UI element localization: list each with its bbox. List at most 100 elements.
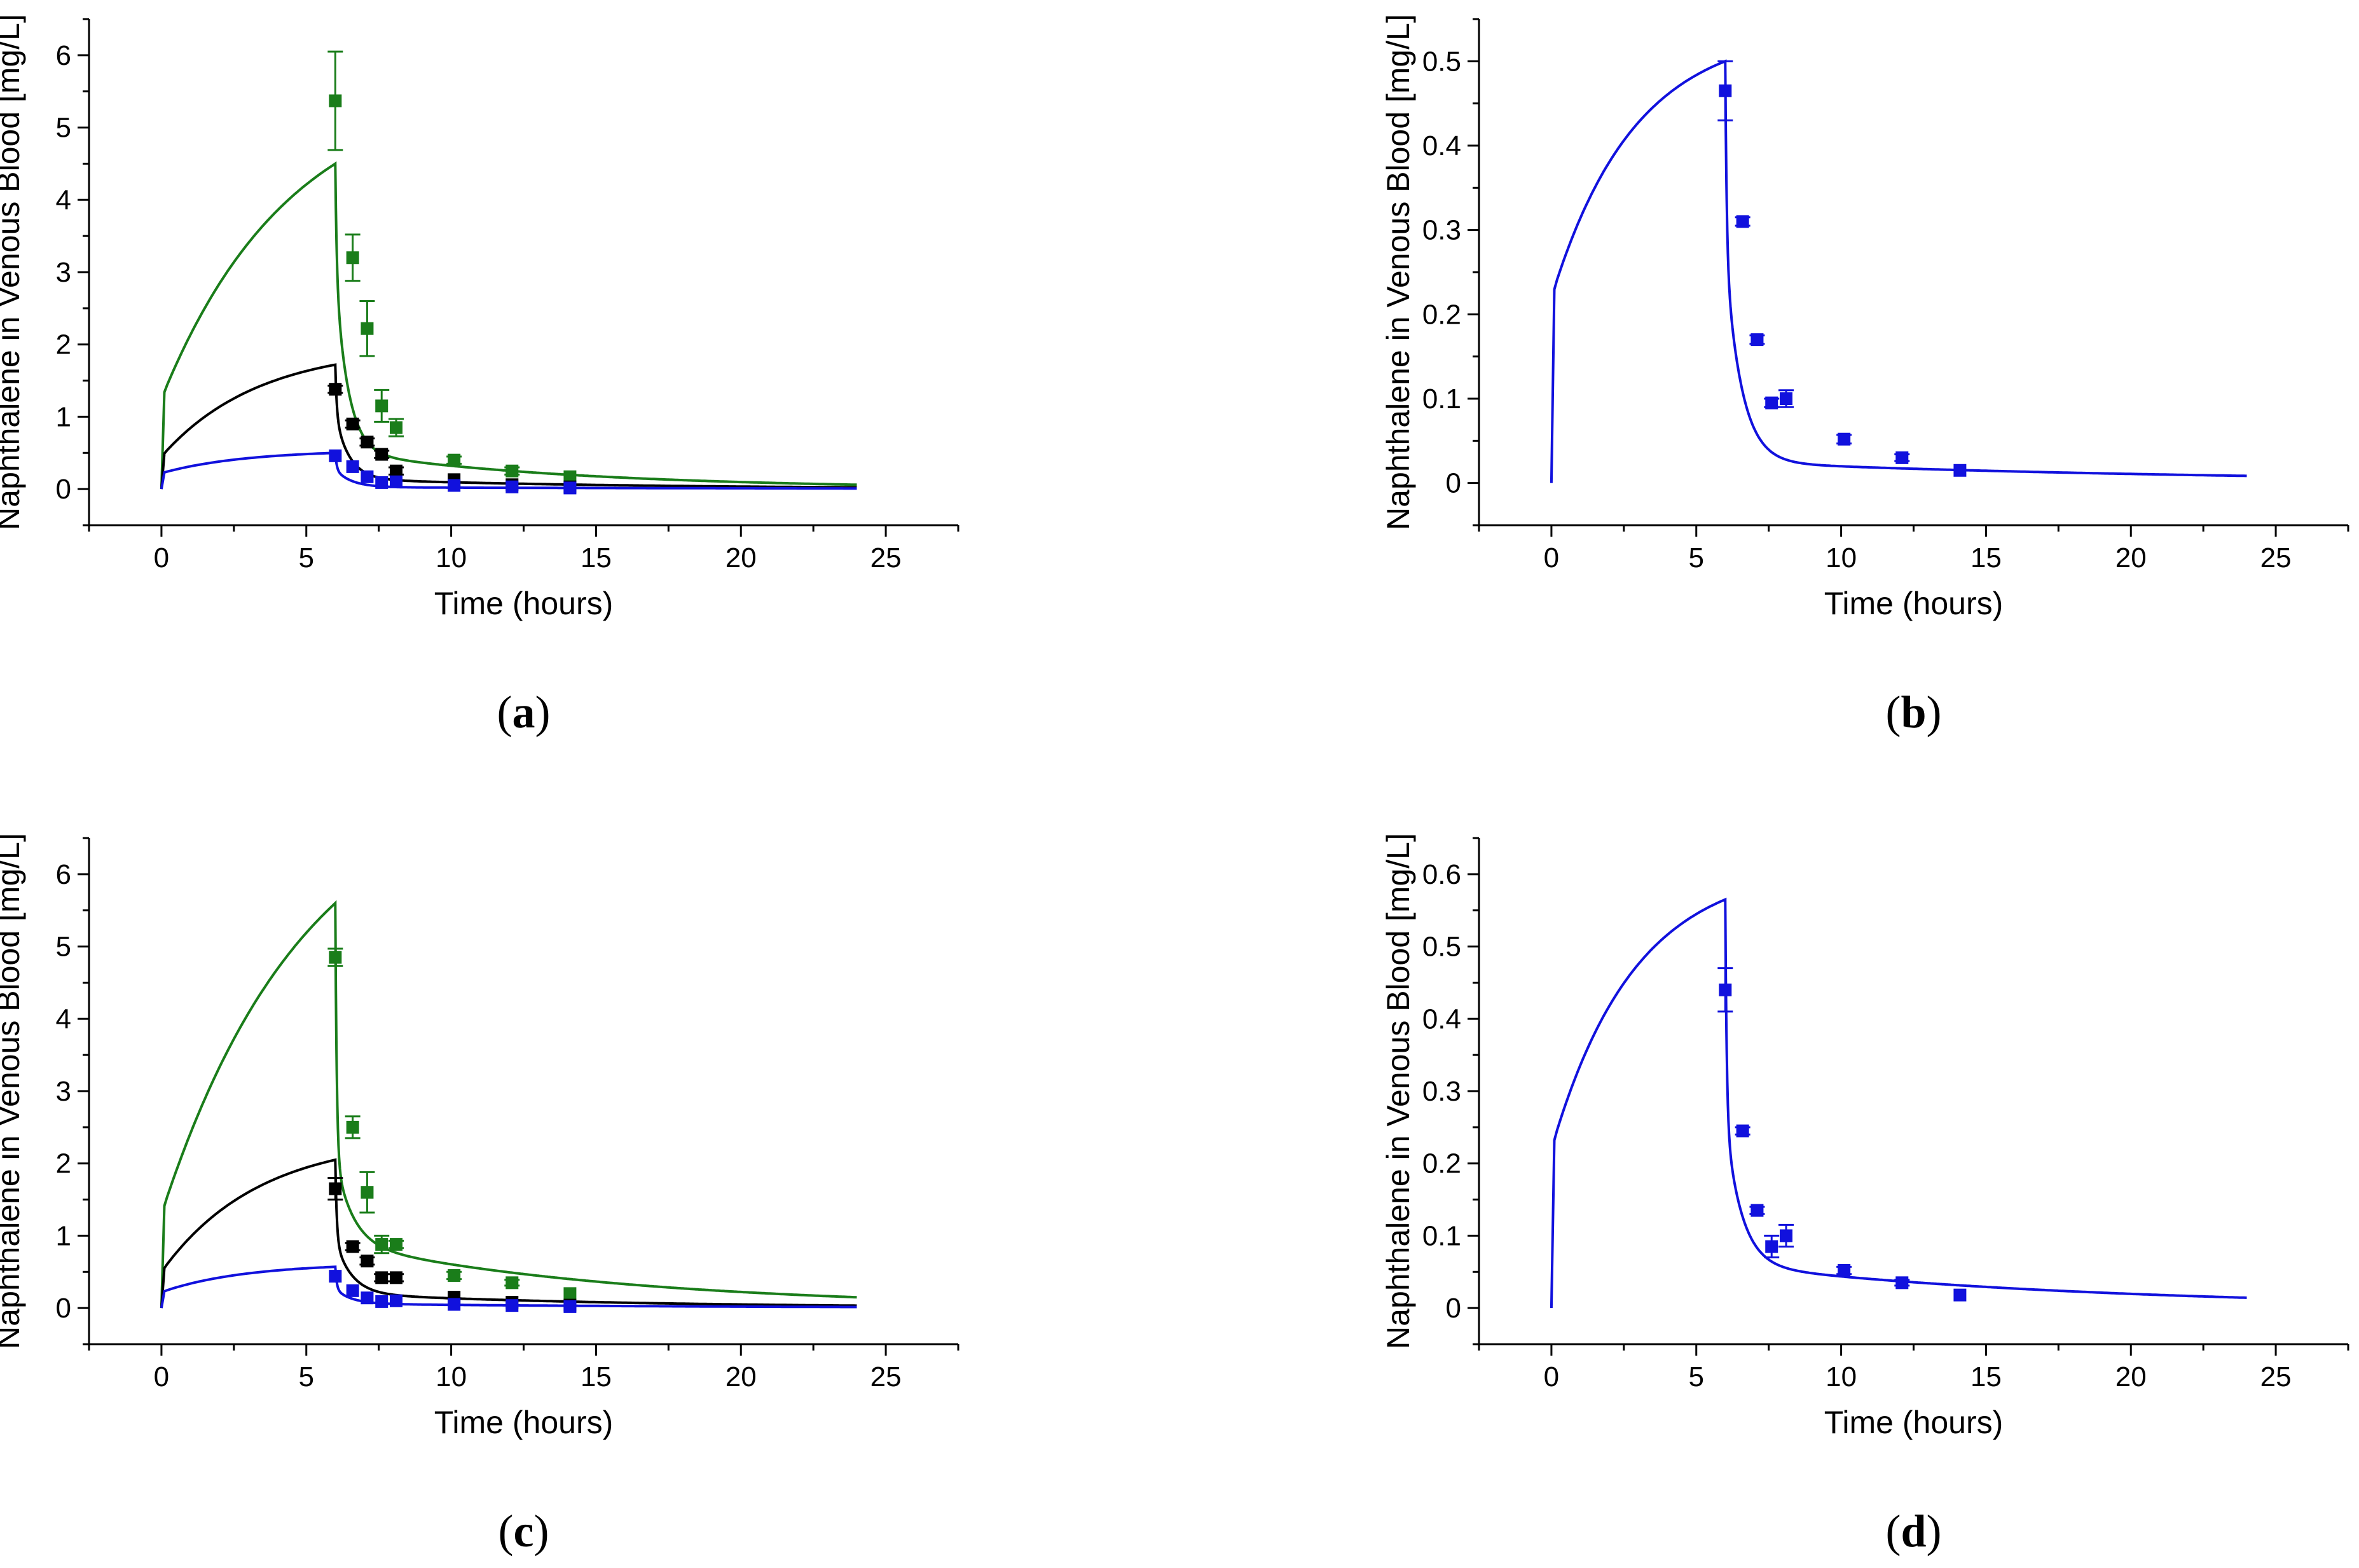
- chart-panel-d: 0 5 10 15 20 25 0 0.1 0.2 0.3 0.4 0.5 0.6 Time (hours…: [1380, 833, 2349, 1557]
- data-point-mid: [361, 436, 374, 449]
- model-curve-mid: [160, 363, 857, 490]
- chart-panel-b: 0 5 10 15 20 25 0 0.1 0.2 0.3 0.4 0.5 Time (hours) Na…: [1380, 14, 2349, 738]
- y-tick-label: 0.5: [1422, 46, 1461, 77]
- data-point-low: [563, 1300, 577, 1313]
- panel-label: (b): [1885, 687, 1941, 738]
- x-tick-label: 10: [436, 542, 467, 574]
- model-curve-low: [1550, 59, 2247, 483]
- x-tick-label: 0: [154, 1361, 169, 1393]
- data-point-mid: [390, 464, 403, 478]
- x-tick-label: 25: [870, 1361, 902, 1393]
- data-point-low: [1736, 1124, 1749, 1138]
- y-tick-label: 0: [1446, 1293, 1461, 1324]
- model-curve-high: [160, 161, 857, 490]
- data-point-high: [346, 1120, 359, 1134]
- data-point-mid: [329, 383, 342, 396]
- data-point-high: [448, 453, 461, 467]
- y-tick-label: 4: [56, 184, 71, 216]
- y-tick-label: 5: [56, 932, 71, 963]
- model-curve-mid: [160, 1158, 857, 1309]
- y-tick-label: 0.1: [1422, 1220, 1461, 1251]
- x-tick-label: 15: [1970, 1361, 2002, 1393]
- data-point-high: [375, 1238, 389, 1251]
- data-point-high: [506, 1276, 519, 1289]
- x-tick-label: 20: [726, 542, 757, 574]
- y-tick-label: 0.2: [1422, 299, 1461, 330]
- y-tick-label: 0: [1446, 468, 1461, 499]
- data-point-low: [448, 1298, 461, 1311]
- data-point-low: [1895, 1276, 1909, 1289]
- data-point-low: [1895, 451, 1909, 464]
- data-point-low: [1780, 1229, 1793, 1242]
- y-tick-label: 3: [56, 1076, 71, 1107]
- y-tick-label: 6: [56, 40, 71, 71]
- data-point-low: [361, 1291, 374, 1305]
- data-point-high: [563, 1287, 577, 1300]
- data-point-low: [329, 1270, 342, 1283]
- data-point-low: [1765, 1240, 1778, 1253]
- data-point-high: [563, 470, 577, 483]
- data-point-low: [361, 470, 374, 483]
- data-point-low: [1838, 1264, 1851, 1277]
- model-curve-low: [160, 1265, 857, 1309]
- data-point-low: [1953, 1288, 1967, 1302]
- data-point-high: [361, 1186, 374, 1199]
- data-point-mid: [346, 417, 359, 430]
- y-axis-title: Naphthalene in Venous Blood [mg/L]: [1380, 833, 1416, 1349]
- data-point-mid: [375, 448, 389, 461]
- data-point-low: [448, 479, 461, 492]
- y-tick-label: 4: [56, 1003, 71, 1035]
- x-axis-title: Time (hours): [434, 1405, 614, 1440]
- data-point-low: [506, 1299, 519, 1312]
- model-curve-low: [160, 451, 857, 490]
- data-point-high: [390, 421, 403, 434]
- y-tick-label: 2: [56, 329, 71, 361]
- panel-label: (d): [1885, 1506, 1941, 1557]
- data-point-low: [346, 460, 359, 473]
- x-tick-label: 5: [1689, 542, 1704, 574]
- chart-panel-a: 0 5 10 15 20 25 0 1 2 3 4 5 6 Time (hours) Naphthalene…: [0, 14, 959, 738]
- y-tick-label: 2: [56, 1148, 71, 1179]
- x-tick-label: 20: [2115, 542, 2147, 574]
- data-point-low: [375, 476, 389, 489]
- data-point-high: [346, 251, 359, 265]
- data-point-low: [375, 1295, 389, 1308]
- y-tick-label: 0.5: [1422, 932, 1461, 963]
- data-point-high: [329, 94, 342, 107]
- x-tick-label: 10: [1826, 542, 1857, 574]
- data-point-low: [1765, 396, 1778, 409]
- data-point-low: [1719, 84, 1732, 97]
- data-point-high: [448, 1269, 461, 1282]
- x-tick-label: 5: [299, 542, 314, 574]
- data-point-low: [329, 449, 342, 462]
- x-tick-label: 10: [1826, 1361, 1857, 1393]
- data-point-low: [1953, 464, 1967, 477]
- y-tick-label: 5: [56, 113, 71, 144]
- x-tick-label: 0: [1544, 1361, 1559, 1393]
- x-tick-label: 5: [299, 1361, 314, 1393]
- data-point-low: [1750, 333, 1764, 347]
- data-point-high: [506, 464, 519, 478]
- data-point-mid: [390, 1271, 403, 1284]
- y-axis-title: Naphthalene in Venous Blood [mg/L]: [0, 833, 26, 1349]
- x-axis-title: Time (hours): [1824, 586, 2004, 621]
- data-point-low: [390, 475, 403, 488]
- data-point-mid: [346, 1240, 359, 1253]
- model-curve-high: [160, 900, 857, 1309]
- x-tick-label: 15: [581, 542, 612, 574]
- x-tick-label: 25: [2260, 1361, 2292, 1393]
- data-point-high: [390, 1238, 403, 1251]
- x-tick-label: 10: [436, 1361, 467, 1393]
- y-axis-title: Naphthalene in Venous Blood [mg/L]: [1380, 14, 1416, 530]
- data-point-low: [1719, 983, 1732, 996]
- chart-panel-c: 0 5 10 15 20 25 0 1 2 3 4 5 6 Time (hours) Naphthalene…: [0, 833, 959, 1557]
- y-axis-title: Naphthalene in Venous Blood [mg/L]: [0, 14, 26, 530]
- y-tick-label: 0.3: [1422, 1076, 1461, 1107]
- x-tick-label: 15: [581, 1361, 612, 1393]
- y-tick-label: 0: [56, 1293, 71, 1324]
- x-tick-label: 25: [870, 542, 902, 574]
- data-point-high: [375, 399, 389, 413]
- data-point-low: [1750, 1204, 1764, 1217]
- y-tick-label: 0.3: [1422, 215, 1461, 246]
- y-tick-label: 1: [56, 1220, 71, 1251]
